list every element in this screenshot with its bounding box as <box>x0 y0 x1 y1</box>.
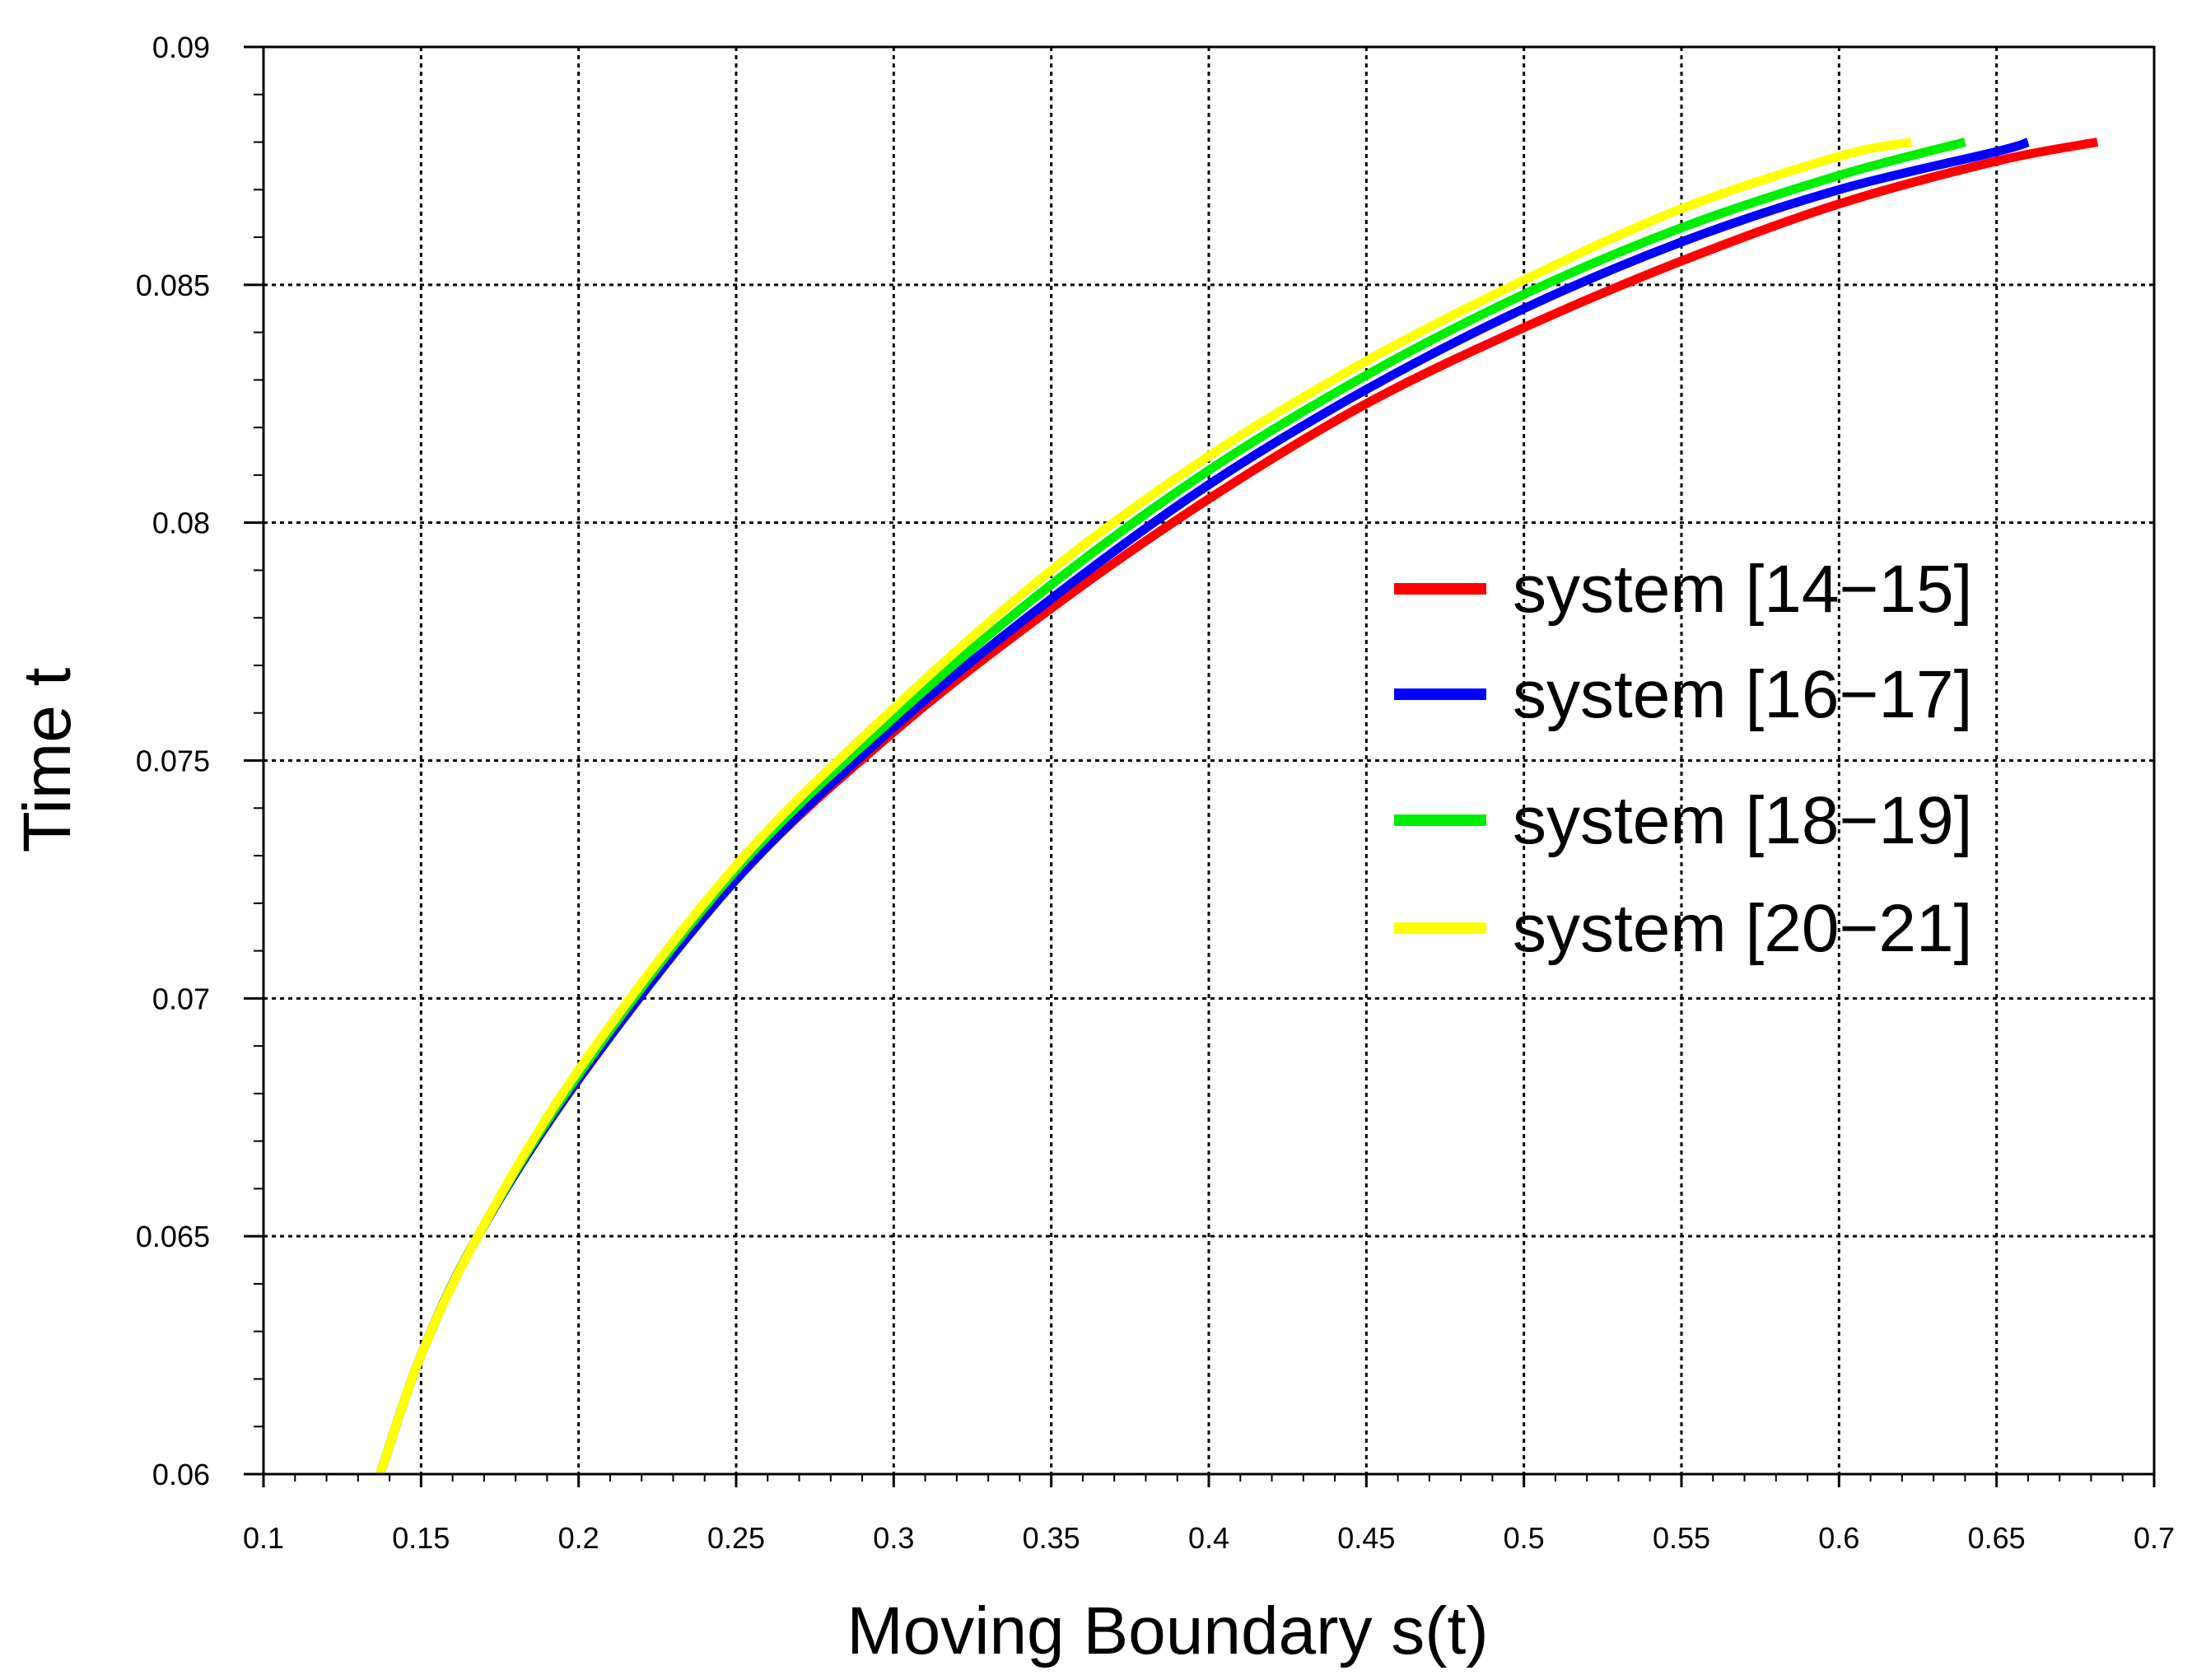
y-tick-label: 0.085 <box>136 268 210 302</box>
x-axis-title: Moving Boundary s(t) <box>846 1594 1488 1668</box>
y-tick-label: 0.08 <box>152 506 210 540</box>
x-tick-label: 0.35 <box>1023 1521 1080 1555</box>
x-tick-label: 0.45 <box>1337 1521 1395 1555</box>
y-tick-label: 0.075 <box>136 744 210 778</box>
y-tick-label: 0.09 <box>152 30 210 64</box>
legend-label: system [16−17] <box>1513 657 1972 732</box>
x-tick-label: 0.7 <box>2134 1521 2175 1555</box>
y-axis-title: Time t <box>10 667 85 852</box>
y-tick-label: 0.06 <box>152 1458 210 1491</box>
y-tick-labels: 0.06 0.065 0.07 0.075 0.08 0.085 0.09 <box>136 30 210 1491</box>
x-tick-labels: 0.1 0.15 0.2 0.25 0.3 0.35 0.4 0.45 0.5 0.55 0.6 0.… <box>243 1521 2175 1555</box>
legend-label: system [14−15] <box>1513 552 1972 627</box>
x-tick-label: 0.2 <box>558 1521 599 1555</box>
y-tick-label: 0.065 <box>136 1220 210 1253</box>
x-tick-label: 0.65 <box>1968 1521 2026 1555</box>
x-tick-label: 0.3 <box>873 1521 914 1555</box>
x-tick-label: 0.5 <box>1504 1521 1545 1555</box>
y-tick-label: 0.07 <box>152 982 210 1015</box>
legend: system [14−15] system [16−17] system [18−1… <box>1394 552 1972 966</box>
x-tick-label: 0.4 <box>1188 1521 1229 1555</box>
grid <box>264 47 2154 1474</box>
x-tick-label: 0.6 <box>1818 1521 1859 1555</box>
series-line-4 <box>375 138 1913 1476</box>
x-tick-label: 0.1 <box>243 1521 284 1555</box>
x-tick-label: 0.55 <box>1653 1521 1710 1555</box>
x-tick-label: 0.15 <box>392 1521 450 1555</box>
legend-label: system [18−19] <box>1513 783 1972 858</box>
legend-label: system [20−21] <box>1513 891 1972 966</box>
x-tick-label: 0.25 <box>707 1521 765 1555</box>
series-layer <box>375 138 2099 1476</box>
ticks <box>244 45 2156 1487</box>
